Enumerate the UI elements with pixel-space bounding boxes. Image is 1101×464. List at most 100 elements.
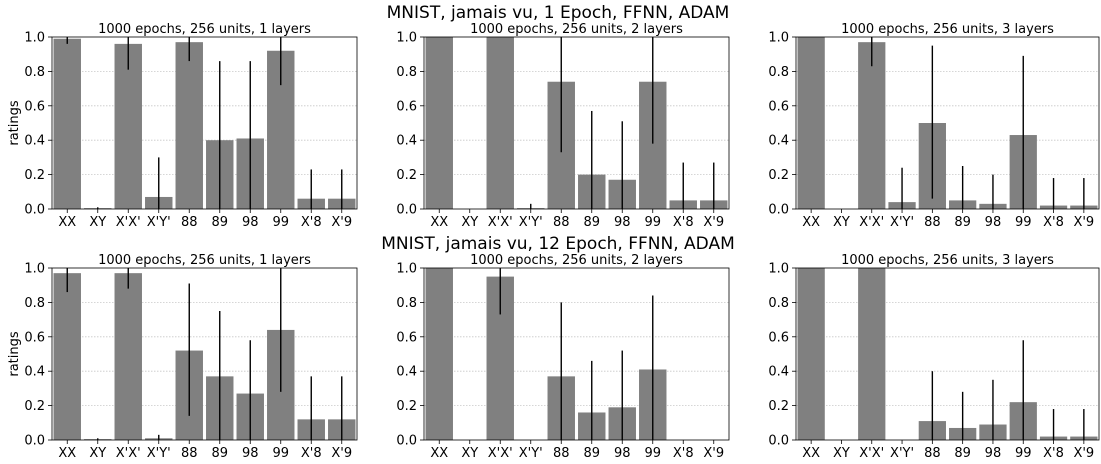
x-tick-label: 88 xyxy=(181,215,198,230)
x-tick-label: X'X' xyxy=(859,446,884,460)
chart-panel: 0.0 0.2 0.4 0.6 0.8 1.0 XX XY X'X' X'Y' 88 89 98 99 X'… xyxy=(396,253,730,461)
x-tick-label: 98 xyxy=(242,446,259,460)
x-tick-label: X'9 xyxy=(703,446,724,460)
x-tick-label: X'Y' xyxy=(147,446,171,460)
y-tick-label: 0.2 xyxy=(768,399,789,414)
x-tick-label: XY xyxy=(833,215,850,230)
suptitle-top: MNIST, jamais vu, 1 Epoch, FFNN, ADAM xyxy=(387,3,730,23)
y-tick-label: 0.4 xyxy=(24,365,45,380)
x-tick-label: 89 xyxy=(954,446,971,460)
x-tick-label: XY xyxy=(461,446,478,460)
x-tick-label: X'8 xyxy=(673,215,694,230)
y-tick-label: 0.4 xyxy=(24,134,45,149)
x-tick-label: X'9 xyxy=(1073,215,1094,230)
x-tick-label: 88 xyxy=(553,215,570,230)
panel-title: 1000 epochs, 256 units, 2 layers xyxy=(470,253,683,268)
x-tick-label: 99 xyxy=(272,215,289,230)
y-tick-label: 0.4 xyxy=(396,134,417,149)
x-tick-label: XX xyxy=(58,215,76,230)
x-tick-label: XX xyxy=(802,215,820,230)
chart-panel: 0.0 0.2 0.4 0.6 0.8 1.0 XX XY X'X' X'Y' 88 89 98 99 X'… xyxy=(7,253,358,461)
y-tick-label: 0.6 xyxy=(768,99,789,114)
bar xyxy=(797,268,825,440)
y-tick-label: 0.0 xyxy=(24,203,45,218)
bar xyxy=(114,43,142,209)
x-tick-label: X'Y' xyxy=(147,215,171,230)
y-tick-label: 0.8 xyxy=(396,296,417,311)
chart-panel: 0.0 0.2 0.4 0.6 0.8 1.0 XX XY X'X' X'Y' 88 89 98 99 X'… xyxy=(768,22,1100,230)
x-tick-label: X'X' xyxy=(859,215,884,230)
x-tick-label: XX xyxy=(802,446,820,460)
axes-frame xyxy=(795,267,1100,441)
x-tick-label: 98 xyxy=(614,446,631,460)
y-tick-label: 0.4 xyxy=(768,365,789,380)
bar xyxy=(425,37,453,209)
x-tick-label: X'8 xyxy=(1043,446,1064,460)
bar xyxy=(175,42,203,209)
x-tick-label: X'8 xyxy=(1043,215,1064,230)
y-tick-label: 1.0 xyxy=(768,262,789,277)
x-tick-label: X'8 xyxy=(301,215,322,230)
y-tick-label: 0.2 xyxy=(396,168,417,183)
y-tick-label: 0.4 xyxy=(768,134,789,149)
x-tick-label: X'9 xyxy=(1073,446,1094,460)
y-tick-label: 0.2 xyxy=(24,168,45,183)
bar xyxy=(114,273,142,440)
x-tick-label: X'9 xyxy=(331,446,352,460)
x-tick-label: 88 xyxy=(924,446,941,460)
y-tick-label: 1.0 xyxy=(24,262,45,277)
x-tick-label: X'Y' xyxy=(890,215,914,230)
chart-panels: 0.0 0.2 0.4 0.6 0.8 1.0 XX XY X'X' X'Y' 88 89 98 99 X'… xyxy=(7,22,1100,461)
x-tick-label: XX xyxy=(430,215,448,230)
y-tick-label: 0.2 xyxy=(768,168,789,183)
bar xyxy=(858,268,886,440)
chart-panel: 0.0 0.2 0.4 0.6 0.8 1.0 XX XY X'X' X'Y' 88 89 98 99 X'… xyxy=(7,22,358,230)
y-tick-label: 0.0 xyxy=(396,434,417,449)
x-tick-label: X'8 xyxy=(301,446,322,460)
x-tick-label: 99 xyxy=(272,446,289,460)
y-tick-label: 0.6 xyxy=(24,330,45,345)
y-tick-label: 0.2 xyxy=(24,399,45,414)
x-tick-label: 89 xyxy=(583,446,600,460)
y-tick-label: 0.8 xyxy=(24,296,45,311)
x-tick-label: 88 xyxy=(553,446,570,460)
x-tick-label: 98 xyxy=(985,215,1002,230)
x-tick-label: X'X' xyxy=(488,215,513,230)
x-tick-label: X'X' xyxy=(116,446,141,460)
panel-title: 1000 epochs, 256 units, 3 layers xyxy=(841,22,1054,37)
chart-panel: 0.0 0.2 0.4 0.6 0.8 1.0 XX XY X'X' X'Y' 88 89 98 99 X'… xyxy=(396,22,730,230)
y-tick-label: 0.0 xyxy=(768,434,789,449)
x-tick-label: X'X' xyxy=(116,215,141,230)
x-tick-label: X'9 xyxy=(703,215,724,230)
x-tick-label: 98 xyxy=(242,215,259,230)
x-tick-label: X'Y' xyxy=(519,215,543,230)
y-tick-label: 1.0 xyxy=(396,262,417,277)
bar xyxy=(797,37,825,209)
x-tick-label: 88 xyxy=(924,215,941,230)
y-tick-label: 0.8 xyxy=(396,65,417,80)
x-tick-label: 98 xyxy=(614,215,631,230)
panel-title: 1000 epochs, 256 units, 3 layers xyxy=(841,253,1054,268)
bar xyxy=(53,273,81,440)
bar xyxy=(858,42,886,209)
x-tick-label: 99 xyxy=(1015,446,1032,460)
x-tick-label: XX xyxy=(430,446,448,460)
y-tick-label: 0.0 xyxy=(768,203,789,218)
chart-panel: 0.0 0.2 0.4 0.6 0.8 1.0 XX XY X'X' X'Y' 88 89 98 99 X'… xyxy=(768,253,1100,461)
x-tick-label: XY xyxy=(461,215,478,230)
x-tick-label: X'Y' xyxy=(519,446,543,460)
x-tick-label: XY xyxy=(89,215,106,230)
panel-title: 1000 epochs, 256 units, 2 layers xyxy=(470,22,683,37)
y-tick-label: 1.0 xyxy=(24,31,45,46)
suptitle-bottom: MNIST, jamais vu, 12 Epoch, FFNN, ADAM xyxy=(381,234,735,254)
x-tick-label: X'8 xyxy=(673,446,694,460)
y-tick-label: 1.0 xyxy=(396,31,417,46)
axes-frame xyxy=(51,267,358,441)
x-tick-label: X'Y' xyxy=(890,446,914,460)
x-tick-label: 98 xyxy=(985,446,1002,460)
y-tick-label: 0.8 xyxy=(768,65,789,80)
bar xyxy=(425,268,453,440)
y-tick-label: 0.0 xyxy=(396,203,417,218)
